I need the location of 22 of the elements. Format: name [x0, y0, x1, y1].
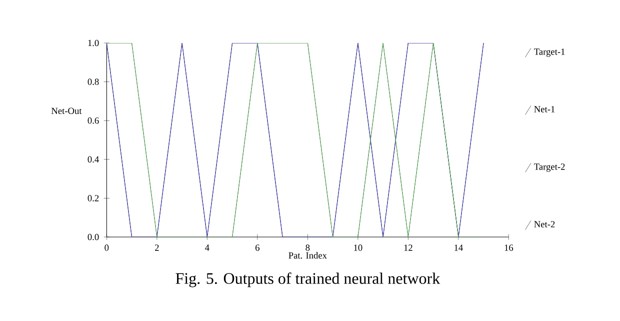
x-tick-label: 8 [306, 244, 310, 251]
x-tick-label: 16 [504, 244, 514, 251]
text: Net-1 [534, 106, 555, 112]
x-axis-title: Pat. Index [288, 252, 327, 259]
x-tick-label: 2 [155, 244, 159, 251]
text: Fig. 5. Outputs of trained neural network [176, 272, 440, 288]
y-tick-label: 0.4 [88, 156, 99, 163]
text: Target-1 [534, 48, 565, 57]
y-tick-label: 1.0 [88, 40, 99, 46]
x-tick-label: 14 [454, 244, 463, 251]
x-tick-label: 4 [205, 244, 210, 251]
x-tick-label: 0 [104, 244, 109, 251]
y-tick-label: 0.2 [88, 195, 99, 202]
y-tick-label: 0.8 [88, 78, 99, 85]
text: Target-2 [534, 164, 565, 172]
y-axis-title: Net-Out [51, 108, 82, 114]
text: Net-2 [534, 221, 555, 228]
y-tick-label: 0.0 [88, 234, 99, 240]
y-tick-label: 0.6 [88, 117, 99, 124]
x-tick-label: 10 [354, 244, 362, 251]
x-tick-label: 12 [404, 244, 412, 251]
x-tick-label: 6 [255, 244, 260, 251]
